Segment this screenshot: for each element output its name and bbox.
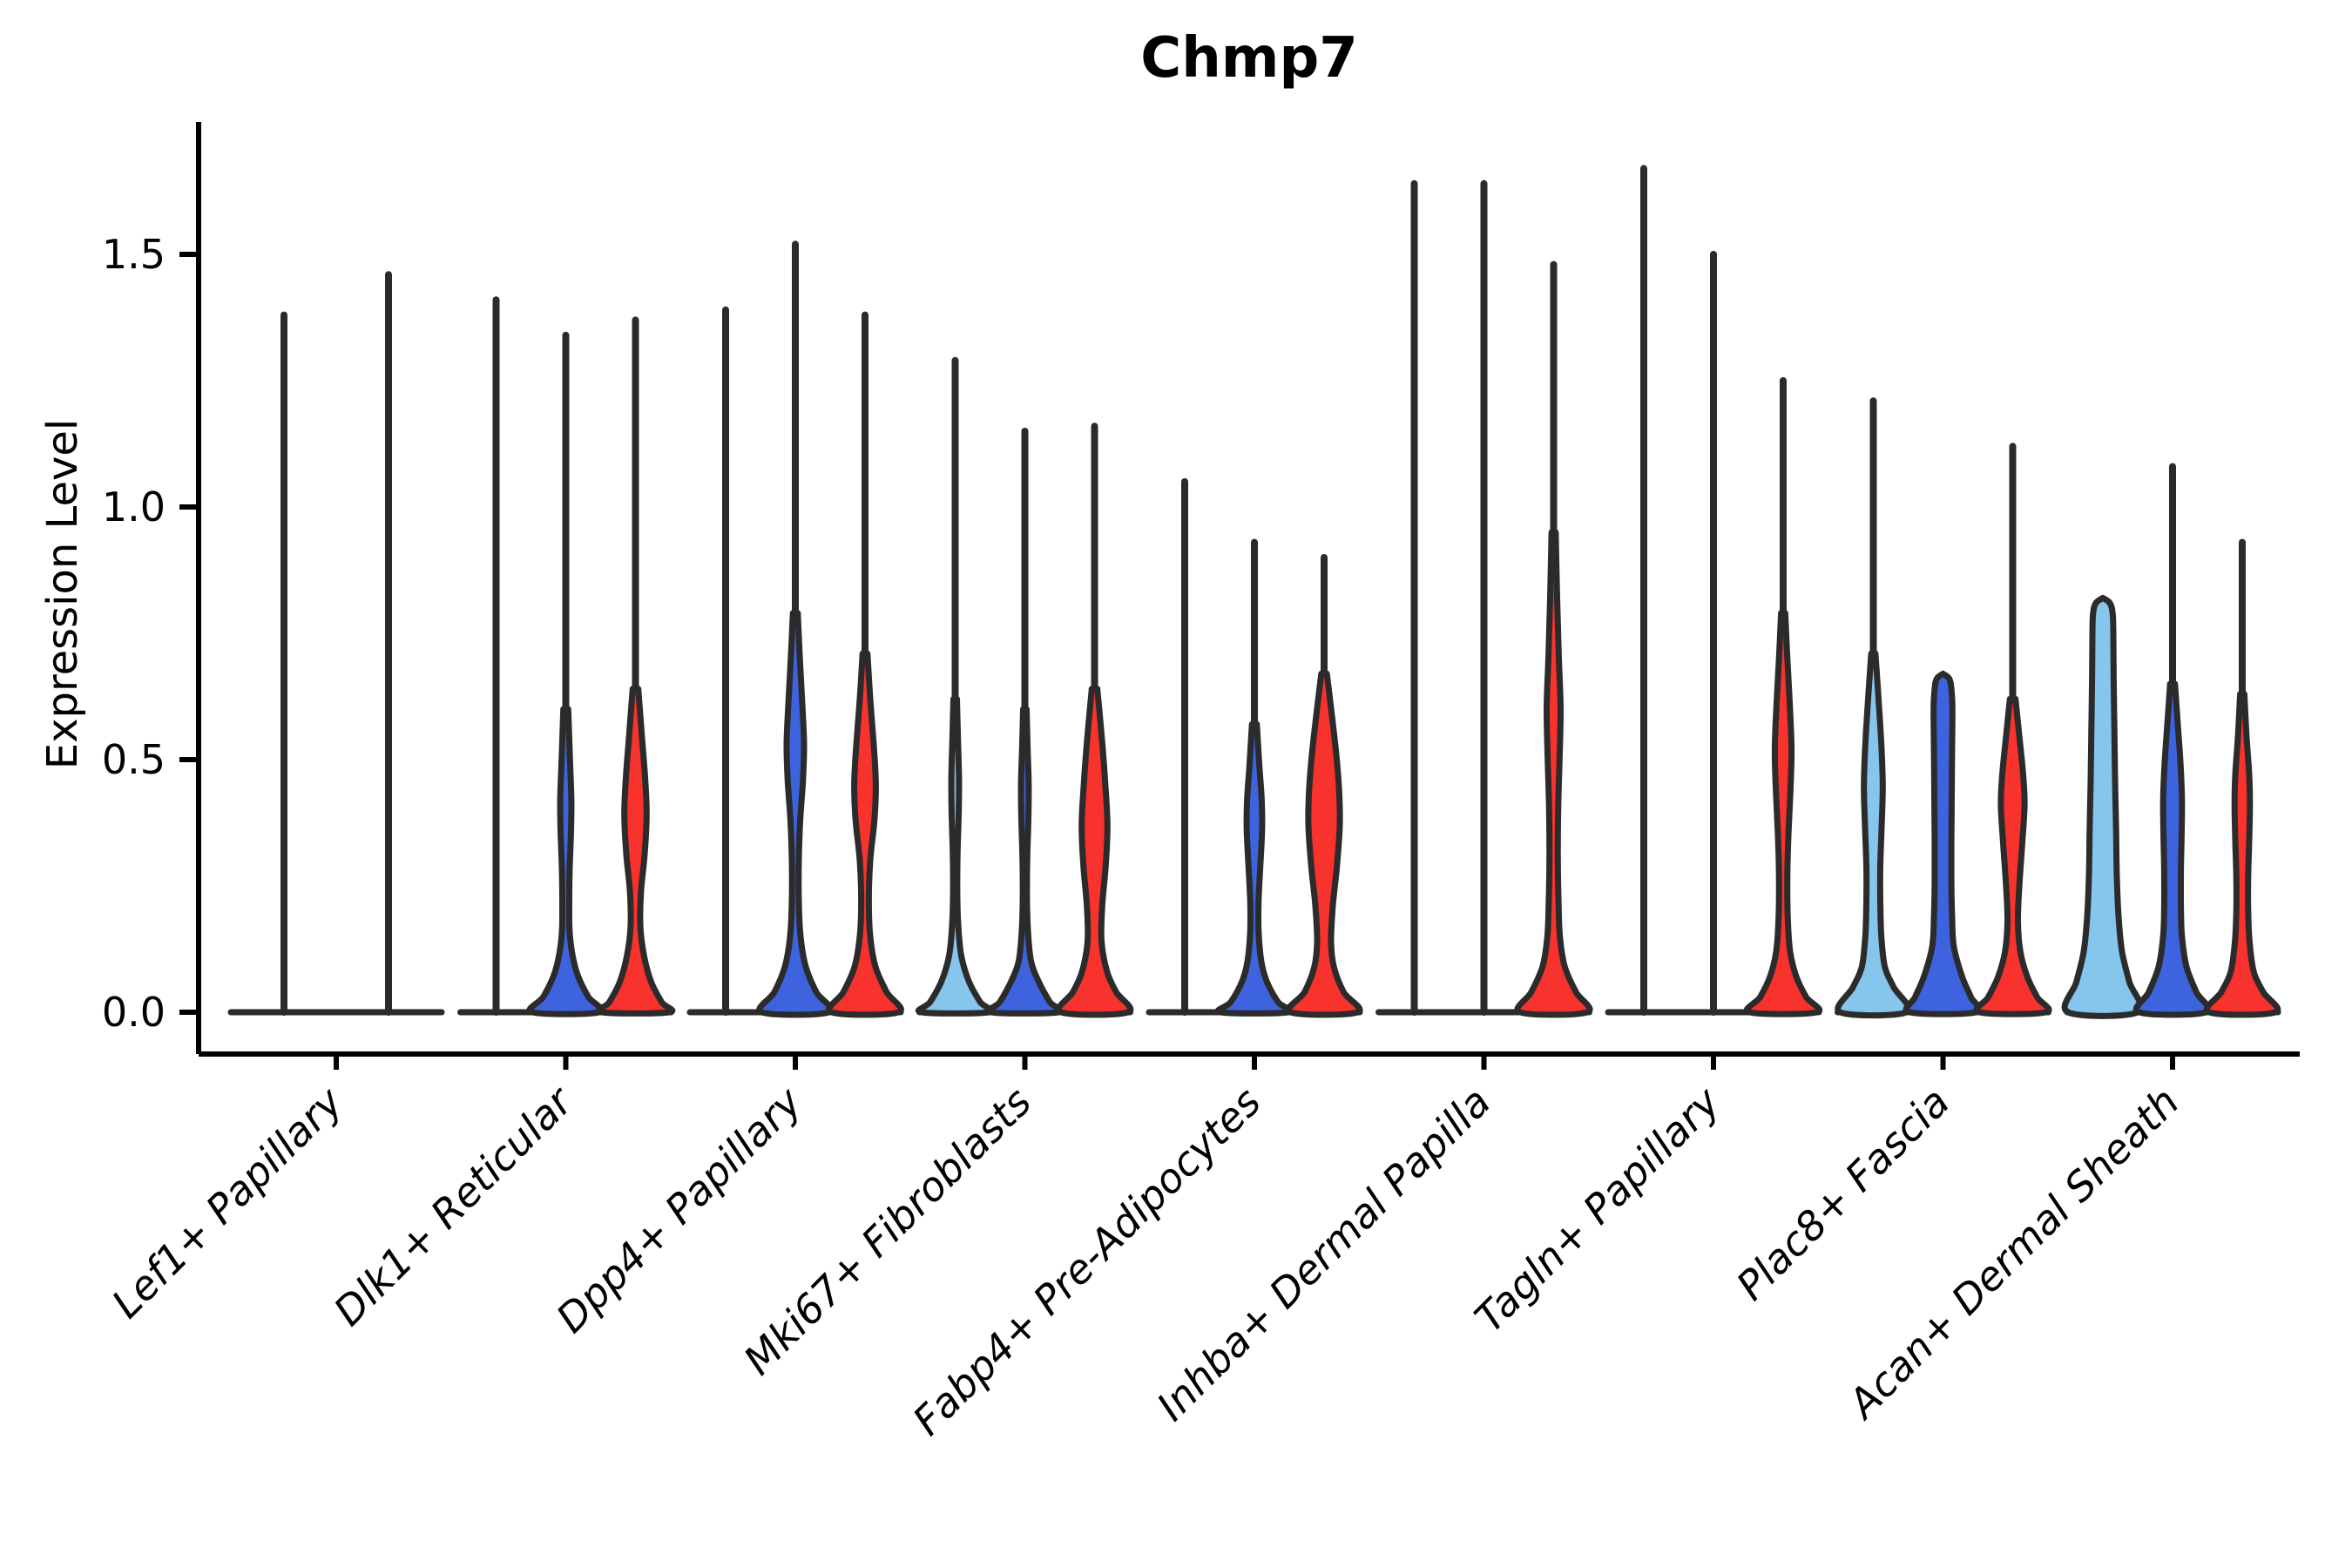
violin-body-red	[1514, 529, 1593, 1018]
x-tick-label: Dlk1+ Reticular	[325, 1076, 584, 1335]
y-tick-label: 0.0	[102, 989, 166, 1036]
violin-body-dark_blue	[526, 706, 605, 1017]
x-tick-label: Tagln+ Papillary	[1465, 1078, 1729, 1342]
violin-body-dark_blue	[984, 706, 1065, 1017]
y-axis-label: Expression Level	[38, 418, 87, 770]
y-tick-label: 0.5	[102, 736, 166, 783]
violin-body-red	[1743, 610, 1823, 1017]
x-tick-label: Dpp4+ Papillary	[547, 1078, 811, 1342]
violin-body-dark_blue	[1214, 720, 1294, 1017]
violin-body-dark_blue	[756, 610, 835, 1018]
x-tick-label: Plac8+ Fascia	[1727, 1078, 1958, 1309]
violin-body-red	[826, 650, 904, 1018]
violin-body-red	[1055, 686, 1134, 1018]
violin-body-red	[2203, 691, 2281, 1018]
violin-body-red	[595, 686, 676, 1017]
violin-body-light_blue	[1835, 650, 1912, 1019]
violin-body-light_blue	[2061, 594, 2145, 1019]
x-tick-label: Lef1+ Papillary	[103, 1078, 352, 1327]
y-tick-label: 1.5	[102, 231, 166, 278]
violin-body-red	[1973, 695, 2052, 1017]
violin-body-red	[1285, 670, 1363, 1018]
plot-title: Chmp7	[1140, 26, 1358, 91]
violin-body-dark_blue	[1903, 670, 1984, 1017]
violin-body-light_blue	[915, 695, 996, 1017]
y-tick-label: 1.0	[102, 483, 166, 531]
violin-body-dark_blue	[2132, 680, 2213, 1018]
